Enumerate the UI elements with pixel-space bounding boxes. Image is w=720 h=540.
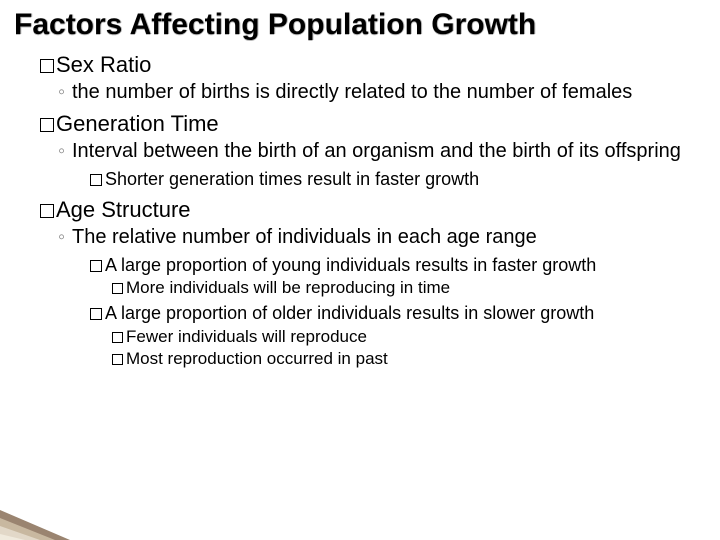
square-bullet-icon (40, 59, 54, 73)
square-bullet-icon (90, 260, 102, 272)
sub-point: ◦Interval between the birth of an organi… (58, 139, 706, 164)
square-bullet-icon (90, 174, 102, 186)
square-bullet-icon (112, 354, 123, 365)
sub-sub-point: A large proportion of young individuals … (90, 254, 706, 277)
sub-sub-point: A large proportion of older individuals … (90, 302, 706, 325)
sub-sub-text: A large proportion of older individuals … (105, 303, 594, 323)
circle-bullet-icon: ◦ (58, 139, 72, 164)
sub-sub-sub-point: More individuals will be reproducing in … (112, 278, 706, 298)
heading-text: Sex Ratio (56, 52, 151, 77)
sub-sub-point: Shorter generation times result in faste… (90, 168, 706, 191)
sub-point: ◦the number of births is directly relate… (58, 80, 706, 105)
heading-text: Generation Time (56, 111, 219, 136)
square-bullet-icon (90, 308, 102, 320)
sub-point: ◦The relative number of individuals in e… (58, 225, 706, 250)
section-heading: Age Structure (40, 197, 706, 223)
section-heading: Generation Time (40, 111, 706, 137)
slide-title: Factors Affecting Population Growth (14, 8, 706, 42)
sub-text: the number of births is directly related… (72, 81, 632, 103)
square-bullet-icon (112, 283, 123, 294)
heading-text: Age Structure (56, 197, 191, 222)
section-heading: Sex Ratio (40, 52, 706, 78)
corner-accent-icon (0, 480, 120, 540)
square-bullet-icon (112, 332, 123, 343)
sub-text: The relative number of individuals in ea… (72, 226, 537, 248)
square-bullet-icon (40, 118, 54, 132)
leaf-text: Most reproduction occurred in past (126, 349, 388, 368)
circle-bullet-icon: ◦ (58, 80, 72, 105)
circle-bullet-icon: ◦ (58, 225, 72, 250)
leaf-text: Fewer individuals will reproduce (126, 327, 367, 346)
sub-sub-sub-point: Fewer individuals will reproduce (112, 327, 706, 347)
sub-sub-text: A large proportion of young individuals … (105, 255, 596, 275)
sub-text: Interval between the birth of an organis… (72, 140, 681, 162)
slide: Factors Affecting Population Growth Sex … (0, 0, 720, 369)
leaf-text: More individuals will be reproducing in … (126, 278, 450, 297)
sub-sub-text: Shorter generation times result in faste… (105, 169, 479, 189)
sub-sub-sub-point: Most reproduction occurred in past (112, 349, 706, 369)
square-bullet-icon (40, 204, 54, 218)
